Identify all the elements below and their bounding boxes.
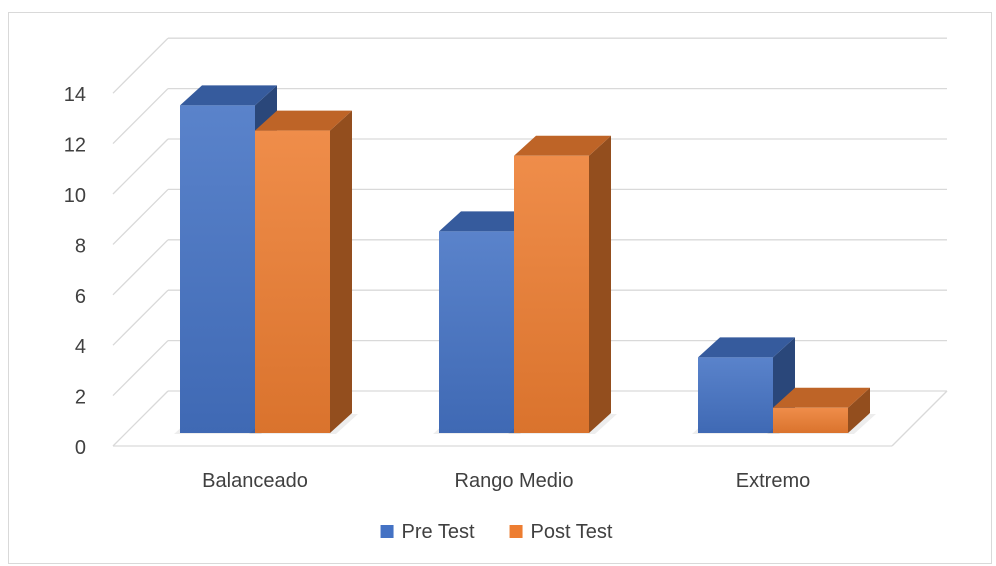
legend-item-pre-test: Pre Test bbox=[380, 521, 475, 543]
y-axis-ticks: 0 2 4 6 8 10 12 14 bbox=[64, 84, 86, 459]
legend-label: Post Test bbox=[531, 521, 613, 543]
gridline-depth bbox=[112, 88, 169, 145]
x-axis-categories: Balanceado Rango Medio Extremo bbox=[202, 470, 810, 492]
bar-post-test-balanceado bbox=[249, 110, 358, 434]
legend-label: Pre Test bbox=[402, 521, 475, 543]
legend: Pre Test Post Test bbox=[380, 521, 613, 543]
legend-swatch bbox=[509, 525, 523, 538]
y-tick-label: 6 bbox=[75, 286, 86, 308]
gridline-depth bbox=[112, 340, 169, 397]
x-category-label: Rango Medio bbox=[455, 470, 574, 492]
y-tick-label: 10 bbox=[64, 185, 86, 207]
legend-swatch bbox=[380, 525, 394, 538]
y-tick-label: 4 bbox=[75, 336, 86, 358]
floor-right-edge bbox=[891, 390, 948, 447]
bar-post-test-extremo bbox=[767, 387, 876, 434]
gridline-depth bbox=[112, 138, 169, 195]
y-tick-label: 2 bbox=[75, 387, 86, 409]
y-tick-label: 0 bbox=[75, 437, 86, 459]
gridline-depth bbox=[112, 37, 169, 94]
bars bbox=[174, 85, 876, 434]
legend-item-post-test: Post Test bbox=[509, 521, 613, 543]
x-category-label: Extremo bbox=[736, 470, 810, 492]
y-tick-label: 14 bbox=[64, 84, 86, 106]
gridline-depth bbox=[112, 188, 169, 245]
y-tick-label: 12 bbox=[64, 135, 86, 157]
gridline-depth bbox=[112, 289, 169, 346]
bar-post-test-rango-medio bbox=[508, 135, 617, 434]
x-category-label: Balanceado bbox=[202, 470, 308, 492]
y-tick-label: 8 bbox=[75, 235, 86, 257]
gridline-depth bbox=[112, 390, 169, 447]
gridline-depth bbox=[112, 239, 169, 296]
